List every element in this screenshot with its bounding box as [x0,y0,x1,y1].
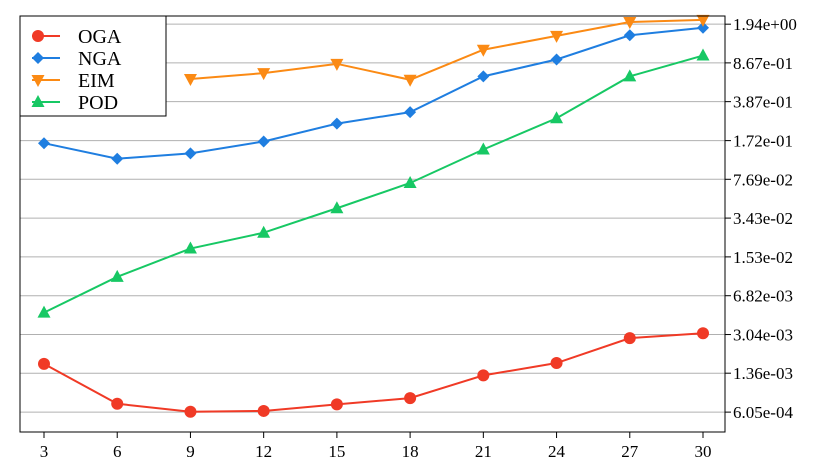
data-point-oga [623,332,636,345]
data-point-eim [550,30,564,43]
legend-marker-eim [31,75,45,87]
data-point-nga [697,21,709,34]
legend-label-pod: POD [78,92,118,114]
series-eim [183,14,710,87]
x-tick-label: 18 [402,442,419,461]
data-point-pod [257,225,271,238]
y-tick-label: 1.94e+00 [733,15,797,34]
data-point-oga [330,398,343,411]
series-line-pod [43,54,704,314]
y-tick-label: 1.36e-03 [733,364,793,383]
data-point-oga [184,405,197,418]
y-tick-label: 6.82e-03 [733,287,793,306]
series-nga [38,21,709,165]
data-point-pod [110,269,124,282]
y-tick-label: 3.04e-03 [733,326,793,345]
x-tick-label: 15 [328,442,345,461]
series-oga [38,327,709,418]
x-tick-label: 6 [113,442,122,461]
legend-marker-oga [32,30,44,42]
legend-marker-nga [32,52,44,64]
series-line-eim [190,18,704,81]
x-tick-label: 12 [255,442,272,461]
x-tick-label: 24 [548,442,566,461]
series-line-nga [43,26,704,160]
data-point-nga [330,117,343,130]
data-point-eim [330,58,344,71]
legend-item-eim: EIM [31,70,115,92]
data-point-pod [330,201,344,214]
data-point-oga [111,397,124,410]
legend-item-nga: NGA [32,48,122,70]
series-layer [37,14,710,418]
data-point-oga [477,369,490,382]
data-point-pod [476,142,490,155]
data-point-nga [38,137,50,150]
data-point-eim [183,73,197,86]
y-tick-label: 1.72e-01 [733,132,793,151]
axes: 6.05e-04 1.36e-03 3.04e-03 6.82e-03 1.53e-02… [19,15,797,461]
data-point-nga [111,152,124,165]
data-point-oga [257,404,270,417]
legend-item-oga: OGA [32,26,122,48]
x-tick-label: 27 [621,442,639,461]
x-tick-label: 21 [475,442,492,461]
plot-frame [19,15,726,433]
data-point-pod [37,305,51,318]
y-tick-label: 7.69e-02 [733,170,793,189]
y-tick-label: 3.87e-01 [733,93,793,112]
x-tick-label: 3 [40,442,49,461]
data-point-nga [257,135,270,148]
legend-label-nga: NGA [78,48,122,70]
data-point-pod [696,48,710,61]
data-point-eim [257,68,271,81]
data-point-eim [476,44,490,57]
legend-label-oga: OGA [78,26,122,48]
legend-item-pod: POD [31,92,118,114]
data-point-oga [697,327,709,340]
legend-box [19,15,167,117]
data-point-nga [550,53,563,66]
data-point-nga [477,70,490,83]
series-line-oga [43,332,704,413]
legend-label-eim: EIM [78,70,115,92]
data-point-pod [403,175,417,188]
data-point-eim [623,17,637,30]
legend-marker-pod [31,95,45,107]
y-tick-label: 8.67e-01 [733,54,793,73]
y-tick-label: 3.43e-02 [733,209,793,228]
series-pod [37,48,710,318]
data-point-pod [623,69,637,82]
x-tick-label: 9 [186,442,195,461]
y-tick-label: 6.05e-04 [733,403,793,422]
x-tick-label: 30 [695,442,712,461]
data-point-eim [403,74,417,87]
data-point-oga [404,392,417,405]
y-tick-label: 1.53e-02 [733,248,793,267]
data-point-pod [550,111,564,124]
data-point-oga [550,357,563,370]
data-point-pod [183,241,197,254]
data-point-eim [696,14,710,27]
data-point-nga [623,29,636,42]
data-point-nga [184,147,197,160]
data-point-nga [404,106,417,119]
data-point-oga [38,357,50,370]
